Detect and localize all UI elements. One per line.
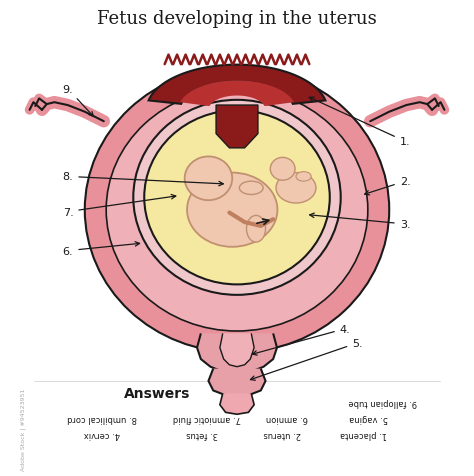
Ellipse shape (270, 158, 295, 181)
Text: Fetus developing in the uterus: Fetus developing in the uterus (97, 10, 377, 28)
Ellipse shape (133, 100, 341, 295)
Ellipse shape (296, 172, 311, 182)
Polygon shape (180, 81, 294, 107)
Polygon shape (220, 334, 254, 367)
Polygon shape (197, 334, 277, 372)
Text: 5. vagina: 5. vagina (349, 413, 388, 422)
Ellipse shape (239, 182, 263, 195)
Text: 8.: 8. (63, 172, 223, 187)
Text: 2. uterus: 2. uterus (264, 429, 301, 438)
Text: Answers: Answers (124, 387, 190, 400)
Text: 8. umbilical cord: 8. umbilical cord (67, 413, 137, 422)
Polygon shape (220, 394, 254, 415)
Ellipse shape (106, 89, 368, 331)
Text: 1. placenta: 1. placenta (340, 429, 387, 438)
Ellipse shape (246, 216, 265, 243)
Text: 5.: 5. (250, 338, 363, 380)
Text: Adobe Stock | #94523951: Adobe Stock | #94523951 (20, 387, 26, 470)
Ellipse shape (187, 173, 277, 248)
Text: 9.: 9. (63, 85, 93, 117)
Text: 3.: 3. (310, 214, 410, 229)
Text: 7.: 7. (63, 195, 176, 217)
Ellipse shape (85, 68, 389, 353)
Text: 6.: 6. (63, 242, 140, 256)
Ellipse shape (144, 111, 330, 285)
Polygon shape (209, 369, 265, 397)
Text: 4.: 4. (253, 324, 350, 356)
Polygon shape (148, 66, 326, 105)
Ellipse shape (185, 157, 232, 201)
Text: 2.: 2. (365, 177, 410, 196)
Text: 7. amniotic fluid: 7. amniotic fluid (173, 413, 241, 422)
Text: 6. amnion: 6. amnion (266, 413, 309, 422)
Text: 3. fetus: 3. fetus (186, 429, 218, 438)
Text: 1.: 1. (310, 98, 410, 147)
Ellipse shape (276, 173, 316, 204)
Text: 4. cervix: 4. cervix (84, 429, 120, 438)
Text: 9. fallopian tube: 9. fallopian tube (348, 397, 417, 407)
Polygon shape (216, 106, 258, 149)
